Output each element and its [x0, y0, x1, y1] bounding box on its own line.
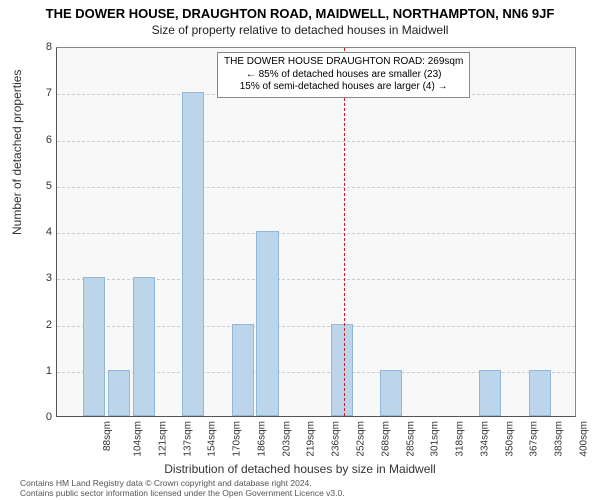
y-tick: 8 — [38, 41, 52, 53]
annot-line: THE DOWER HOUSE DRAUGHTON ROAD: 269sqm — [224, 56, 463, 69]
x-tick: 203sqm — [281, 421, 292, 457]
x-tick: 367sqm — [529, 421, 540, 457]
x-tick: 219sqm — [306, 421, 317, 457]
x-tick: 121sqm — [157, 421, 168, 457]
x-tick: 301sqm — [430, 421, 441, 457]
annot-line: ← 85% of detached houses are smaller (23… — [224, 69, 463, 82]
y-tick: 6 — [38, 134, 52, 146]
y-tick: 3 — [38, 272, 52, 284]
gridline — [57, 141, 575, 142]
x-tick: 170sqm — [232, 421, 243, 457]
x-tick: 268sqm — [380, 421, 391, 457]
x-tick: 383sqm — [554, 421, 565, 457]
y-tick: 2 — [38, 319, 52, 331]
gridline — [57, 187, 575, 188]
bar — [479, 370, 501, 416]
annot-line: 15% of semi-detached houses are larger (… — [224, 81, 463, 94]
bar — [133, 277, 155, 416]
footer-line: Contains public sector information licen… — [20, 488, 580, 498]
y-tick: 5 — [38, 180, 52, 192]
x-tick: 318sqm — [455, 421, 466, 457]
x-tick: 252sqm — [356, 421, 367, 457]
gridline — [57, 233, 575, 234]
x-tick: 104sqm — [133, 421, 144, 457]
x-axis-label: Distribution of detached houses by size … — [0, 462, 600, 476]
footer-attribution: Contains HM Land Registry data © Crown c… — [20, 478, 580, 498]
y-tick: 7 — [38, 87, 52, 99]
x-tick: 186sqm — [257, 421, 268, 457]
bar — [108, 370, 130, 416]
x-tick: 236sqm — [331, 421, 342, 457]
plot-area: THE DOWER HOUSE DRAUGHTON ROAD: 269sqm ←… — [56, 47, 576, 417]
bar — [256, 231, 278, 416]
x-tick: 88sqm — [102, 421, 113, 451]
x-tick: 350sqm — [504, 421, 515, 457]
page-title: THE DOWER HOUSE, DRAUGHTON ROAD, MAIDWEL… — [0, 0, 600, 21]
bar — [182, 92, 204, 416]
y-tick: 1 — [38, 365, 52, 377]
x-tick: 334sqm — [479, 421, 490, 457]
y-axis-label: Number of detached properties — [10, 70, 24, 235]
x-tick: 285sqm — [405, 421, 416, 457]
footer-line: Contains HM Land Registry data © Crown c… — [20, 478, 580, 488]
y-tick: 0 — [38, 411, 52, 423]
y-tick: 4 — [38, 226, 52, 238]
annotation-box: THE DOWER HOUSE DRAUGHTON ROAD: 269sqm ←… — [217, 52, 470, 98]
bar — [380, 370, 402, 416]
chart-subtitle: Size of property relative to detached ho… — [0, 21, 600, 37]
x-tick: 154sqm — [207, 421, 218, 457]
x-tick: 400sqm — [578, 421, 589, 457]
bar — [331, 324, 353, 417]
bar — [529, 370, 551, 416]
bar — [232, 324, 254, 417]
x-tick: 137sqm — [182, 421, 193, 457]
bar — [83, 277, 105, 416]
reference-line — [344, 48, 345, 416]
